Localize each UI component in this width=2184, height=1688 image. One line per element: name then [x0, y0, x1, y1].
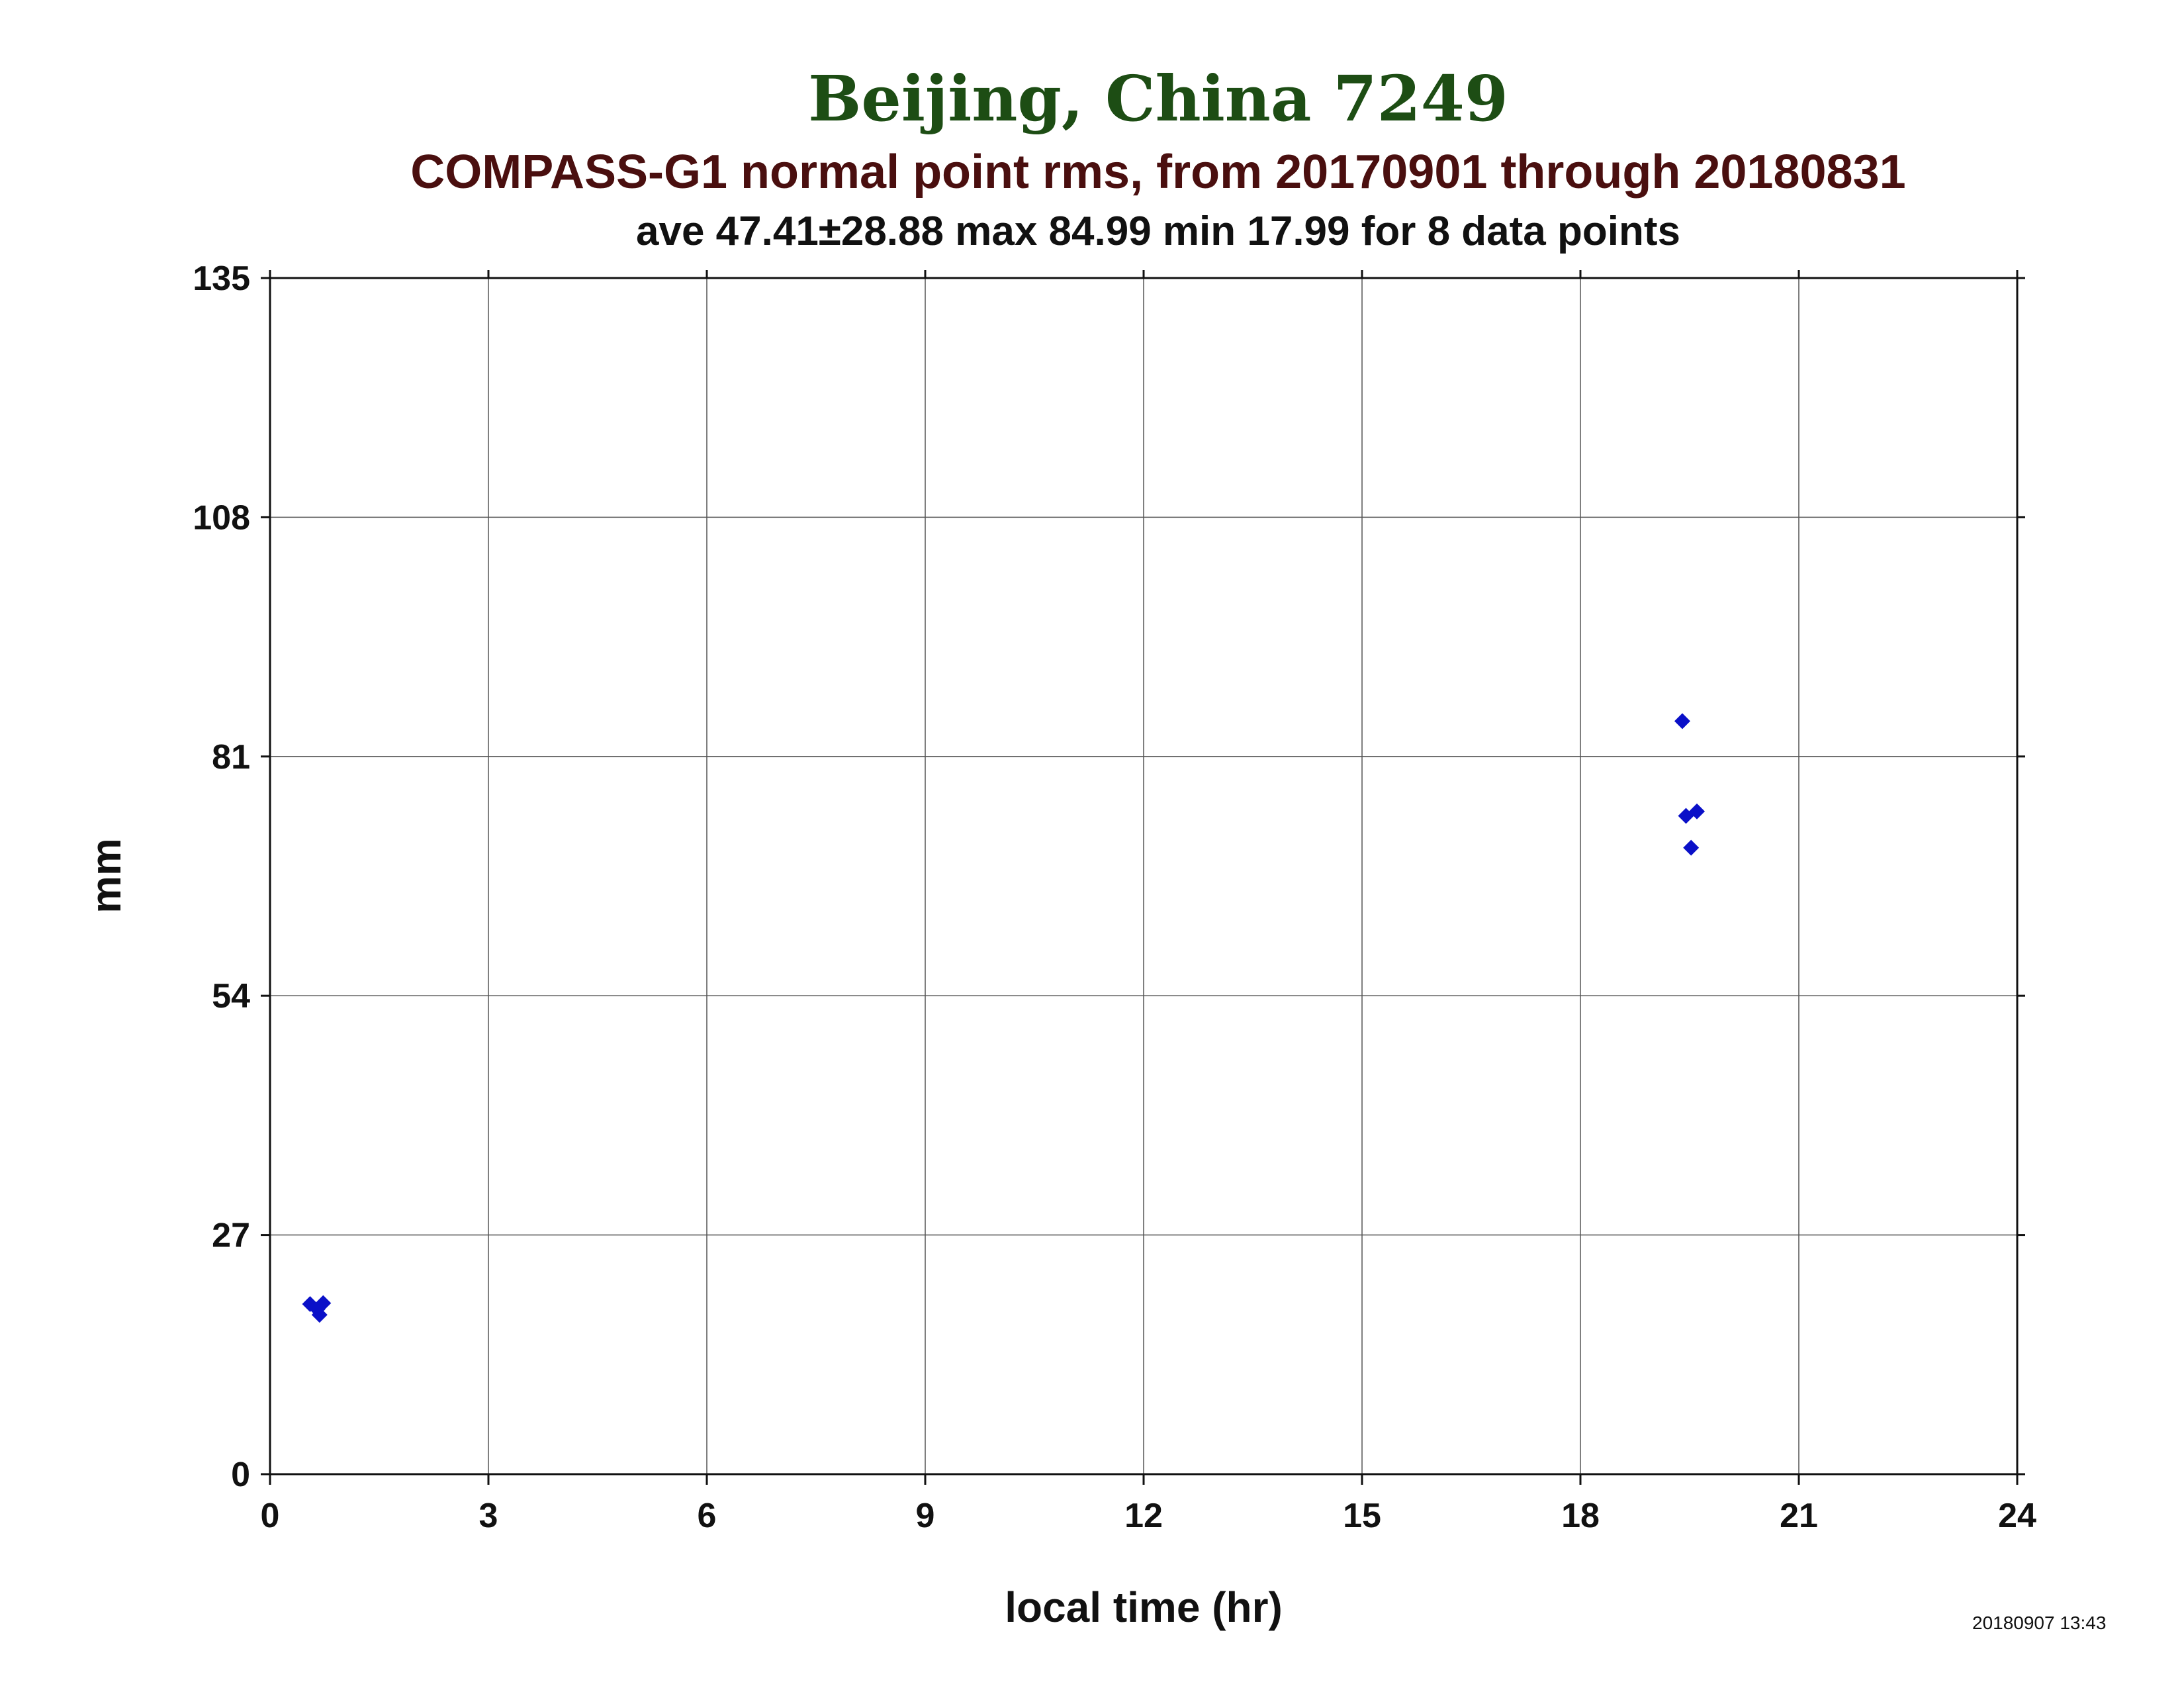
- y-tick-label: 27: [212, 1217, 250, 1255]
- timestamp: 20180907 13:43: [1972, 1613, 2107, 1633]
- x-tick-label: 3: [479, 1497, 498, 1535]
- grid-lines: [270, 278, 2017, 1474]
- data-points: [302, 713, 1705, 1323]
- chart-stats-line: ave 47.41±28.88 max 84.99 min 17.99 for …: [635, 209, 1680, 254]
- y-tick-label: 0: [231, 1456, 250, 1494]
- data-point: [1674, 713, 1690, 729]
- chart-subtitle: COMPASS-G1 normal point rms, from 201709…: [410, 146, 1906, 199]
- x-tick-label: 0: [261, 1497, 280, 1535]
- x-tick-label: 6: [698, 1497, 717, 1535]
- x-axis: 0 3 6 9 12 15 18 21 24: [261, 270, 2036, 1535]
- x-axis-title: local time (hr): [1005, 1583, 1283, 1631]
- data-point: [315, 1295, 332, 1311]
- x-tick-label: 9: [916, 1497, 935, 1535]
- data-point: [1683, 839, 1700, 856]
- y-tick-label: 81: [212, 738, 250, 776]
- x-tick-label: 21: [1780, 1497, 1818, 1535]
- y-axis-title: mm: [82, 838, 130, 914]
- x-tick-label: 18: [1561, 1497, 1600, 1535]
- x-tick-label: 24: [1998, 1497, 2036, 1535]
- y-tick-label: 54: [212, 977, 250, 1015]
- data-point: [311, 1307, 328, 1323]
- y-tick-label: 135: [193, 259, 250, 298]
- y-axis: 0 27 54 81 108 135: [193, 259, 2025, 1494]
- y-tick-label: 108: [193, 498, 250, 537]
- x-tick-label: 12: [1124, 1497, 1163, 1535]
- x-tick-label: 15: [1343, 1497, 1381, 1535]
- chart-title: Beijing, China 7249: [808, 62, 1508, 136]
- data-point: [1689, 803, 1705, 820]
